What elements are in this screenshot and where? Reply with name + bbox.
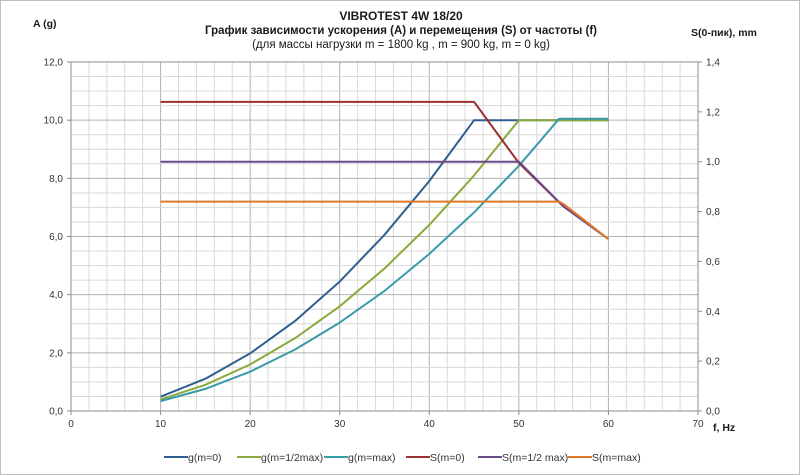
x-tick-label: 70 <box>692 419 704 430</box>
series-line-s-m-0 <box>160 100 609 240</box>
series-line-s-m-max <box>160 200 610 240</box>
x-tick-label: 30 <box>334 419 346 430</box>
legend-label-s-m-0: S(m=0) <box>430 452 465 464</box>
y-right-tick-label: 0,2 <box>706 357 720 368</box>
y-left-tick-label: 4,0 <box>49 290 63 301</box>
y-right-tick-label: 1,0 <box>706 157 720 168</box>
y-right-tick-label: 1,4 <box>706 58 720 69</box>
x-tick-label: 20 <box>245 419 257 430</box>
tick-labels: 0 10 20 30 40 50 60 700,02,04,06,08,010,012,00,… <box>44 58 721 431</box>
chart-subtitle-2: (для массы нагрузки m = 1800 kg , m = 90… <box>252 39 550 51</box>
chart-title: VIBROTEST 4W 18/20 <box>339 9 463 23</box>
y-left-tick-label: 0,0 <box>49 407 63 418</box>
y-left-tick-label: 8,0 <box>49 174 63 185</box>
legend-label-s-m-1-2-max: S(m=1/2 max) <box>502 452 568 464</box>
series-layer <box>160 100 610 403</box>
x-tick-label: 40 <box>424 419 436 430</box>
legend-label-s-m-max: S(m=max) <box>592 452 641 464</box>
x-axis-label: f, Hz <box>713 422 735 434</box>
y-right-tick-label: 1,2 <box>706 107 720 118</box>
y-axis-left-label: A (g) <box>33 18 57 30</box>
x-tick-label: 10 <box>155 419 167 430</box>
y-left-tick-label: 2,0 <box>49 348 63 359</box>
y-right-tick-label: 0,0 <box>706 407 720 418</box>
y-left-tick-label: 10,0 <box>44 116 64 127</box>
y-axis-right-label: S(0-пик), mm <box>691 27 757 39</box>
legend-label-g-m-1-2max: g(m=1/2max) <box>261 452 323 464</box>
y-right-tick-label: 0,8 <box>706 207 720 218</box>
y-right-tick-label: 0,6 <box>706 257 720 268</box>
legend: g(m=0) g(m=1/2max) g(m=max) S(m=0) S(m=1/2 m… <box>164 452 641 464</box>
series-line-g-m-1-2max <box>160 119 609 401</box>
legend-label-g-m-max: g(m=max) <box>348 452 396 464</box>
x-tick-label: 60 <box>603 419 615 430</box>
x-tick-label: 0 <box>68 419 74 430</box>
axes <box>67 61 702 415</box>
legend-label-g-m-0: g(m=0) <box>188 452 222 464</box>
x-tick-label: 50 <box>513 419 525 430</box>
chart-subtitle: График зависимости ускорения (A) и перем… <box>205 25 597 37</box>
y-left-tick-label: 12,0 <box>44 58 64 69</box>
y-right-tick-label: 0,4 <box>706 307 720 318</box>
series-line-g-m-max <box>160 117 609 403</box>
y-left-tick-label: 6,0 <box>49 232 63 243</box>
series-line-s-m-1-2-max <box>160 160 609 240</box>
